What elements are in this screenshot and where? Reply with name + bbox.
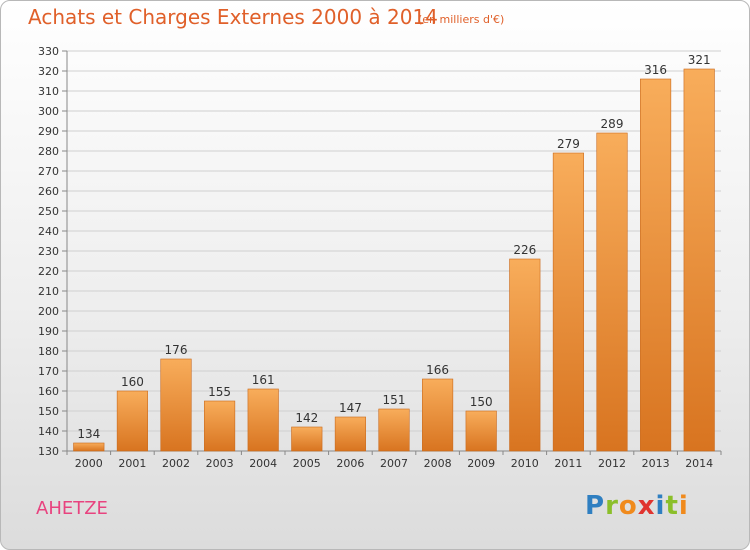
bar-2005 [291,426,323,452]
bar-2004 [247,388,279,452]
bar-2008 [422,378,454,452]
y-axis-tick-labels: 130 140 150 160 170 180 190 200 210 220 230 240 250 2… [38,45,59,458]
y-tick-label: 200 [38,305,59,318]
y-tick-label: 250 [38,205,59,218]
y-tick-label: 310 [38,85,59,98]
y-tick-label: 130 [38,445,59,458]
y-tick-label: 230 [38,245,59,258]
bar-2014 [683,68,715,452]
bar-2003 [204,400,236,452]
bar-2002 [160,358,192,452]
data-label-2006: 147 [339,401,362,415]
data-label-2005: 142 [295,411,318,425]
x-tick-label: 2001 [118,457,146,470]
bar-2011 [552,152,584,452]
logo-letter: o [618,491,638,521]
x-tick-label: 2004 [249,457,277,470]
bar-2013 [640,78,672,452]
y-tick-label: 150 [38,405,59,418]
data-label-2007: 151 [383,393,406,407]
y-tick-label: 270 [38,165,59,178]
x-tick-label: 2009 [467,457,495,470]
y-tick-label: 330 [38,45,59,58]
logo-letter: r [605,491,619,521]
x-axis-tick-labels: 2000 2001 2002 2003 2004 2005 2006 2007 2008 2009… [75,457,713,470]
location-name: AHETZE [36,498,108,519]
logo-letter: t [665,491,679,521]
y-tick-label: 320 [38,65,59,78]
y-tick-label: 170 [38,365,59,378]
x-tick-label: 2014 [685,457,713,470]
x-tick-label: 2006 [336,457,364,470]
bar-2000 [73,442,105,452]
data-label-2014: 321 [688,53,711,67]
x-tick-label: 2002 [162,457,190,470]
y-tick-label: 210 [38,285,59,298]
chart-subtitle: (en milliers d'€) [418,13,505,26]
data-labels: 134 160 176 155 161 142 147 151 166 150 226 279 289 3… [77,53,710,441]
logo-letter: i [678,491,689,521]
y-tick-label: 160 [38,385,59,398]
x-tick-label: 2005 [293,457,321,470]
data-label-2003: 155 [208,385,231,399]
y-tick-label: 260 [38,185,59,198]
data-label-2004: 161 [252,373,275,387]
logo-letter: P [585,491,606,521]
data-label-2009: 150 [470,395,493,409]
x-tick-label: 2010 [511,457,539,470]
data-label-2010: 226 [513,243,536,257]
logo-letter: x [637,491,656,521]
x-tick-label: 2011 [554,457,582,470]
bar-2010 [509,258,541,452]
data-label-2012: 289 [601,117,624,131]
proxiti-logo: Proxiti [585,491,689,521]
y-tick-label: 300 [38,105,59,118]
data-label-2001: 160 [121,375,144,389]
bar-2007 [378,408,410,452]
chart-title: Achats et Charges Externes 2000 à 2014 [28,5,438,29]
x-tick-label: 2000 [75,457,103,470]
y-tick-label: 280 [38,145,59,158]
data-label-2013: 316 [644,63,667,77]
bar-2006 [334,416,366,452]
x-tick-label: 2007 [380,457,408,470]
data-label-2002: 176 [165,343,188,357]
data-label-2008: 166 [426,363,449,377]
x-tick-label: 2012 [598,457,626,470]
logo-letter: i [655,491,666,521]
y-tick-label: 180 [38,345,59,358]
y-tick-label: 190 [38,325,59,338]
x-tick-label: 2013 [642,457,670,470]
bar-2009 [465,410,497,452]
x-tick-label: 2008 [424,457,452,470]
bar-2012 [596,132,628,452]
x-tick-label: 2003 [206,457,234,470]
data-label-2000: 134 [77,427,100,441]
data-label-2011: 279 [557,137,580,151]
y-tick-label: 240 [38,225,59,238]
bar-2001 [116,390,148,452]
y-tick-label: 220 [38,265,59,278]
y-tick-label: 140 [38,425,59,438]
bars [73,68,715,452]
y-tick-label: 290 [38,125,59,138]
